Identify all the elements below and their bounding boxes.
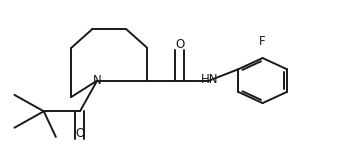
Text: F: F — [259, 35, 266, 48]
Text: HN: HN — [200, 73, 218, 86]
Text: O: O — [75, 127, 84, 140]
Text: N: N — [93, 74, 102, 87]
Text: O: O — [175, 38, 184, 51]
